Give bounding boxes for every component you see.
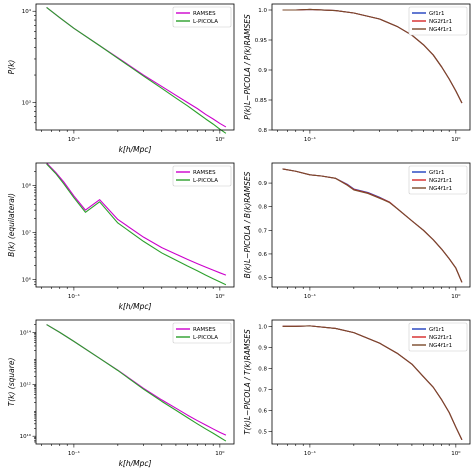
y-tick-label: 0.7: [258, 228, 267, 234]
legend-label: NG4f1r1: [429, 343, 452, 349]
legend: RAMSES L-PICOLA: [172, 322, 232, 344]
y-axis-label: P(k): [7, 60, 16, 75]
chart-bk_ratio: 10⁻¹ 10⁰ 0.5 0.6 0.7 0.8 0.9 Gf1r1 NG2f1r1 NG4f1r…: [243, 162, 471, 300]
y-tick-label: 0.95: [255, 38, 268, 44]
y-tick-label: 10¹⁴: [20, 329, 32, 336]
legend-label: RAMSES: [193, 11, 216, 17]
x-tick-label: 10⁰: [215, 136, 225, 143]
x-tick-label: 10⁰: [451, 450, 461, 457]
y-tick-label: 0.5: [258, 276, 267, 282]
y-tick-label: 1.0: [258, 8, 267, 14]
series-line-l-picola: [46, 7, 227, 134]
chart-tk: 10⁻¹ 10⁰ 10¹⁰ 10¹² 10¹⁴ RAMSES L-PICOLA k[h/Mpc…: [7, 319, 235, 468]
legend-box: [172, 165, 232, 187]
legend-label: RAMSES: [193, 170, 216, 176]
x-axis-label: k[h/Mpc]: [119, 302, 152, 311]
series-line-ng4f1r1: [282, 168, 463, 283]
y-tick-label: 0.8: [258, 366, 267, 372]
y-tick-label: 0.8: [258, 128, 267, 134]
legend-label: NG4f1r1: [429, 27, 452, 33]
legend-label: NG2f1r1: [429, 19, 452, 25]
legend-box: [408, 322, 468, 352]
chart-pk: 10⁻¹ 10⁰ 10³ 10⁴ RAMSES L-PICOLA k[h/Mpc] P(k): [7, 3, 235, 154]
series-line-ng4f1r1: [282, 8, 463, 104]
chart-bk: 10⁻¹ 10⁰ 10⁶ 10⁷ 10⁸ RAMSES L-PICOLA k[h/Mpc] B(…: [7, 162, 235, 311]
x-axis-label: k[h/Mpc]: [119, 145, 152, 154]
series-line-ng4f1r1: [282, 325, 463, 441]
x-tick-label: 10⁻¹: [304, 136, 316, 143]
y-tick-label: 10⁷: [22, 230, 31, 237]
y-axis-label: P(k)L−PICOLA / P(k)RAMSES: [243, 14, 252, 120]
legend-box: [172, 322, 232, 344]
y-tick-label: 0.85: [255, 98, 268, 104]
plot-frame: [271, 319, 471, 445]
x-tick-label: 10⁰: [451, 136, 461, 143]
legend: Gf1r1 NG2f1r1 NG4f1r1: [408, 322, 468, 352]
y-tick-label: 0.9: [258, 68, 267, 74]
legend-label: L-PICOLA: [193, 335, 218, 341]
plot-frame: [35, 319, 235, 445]
y-tick-label: 0.9: [258, 181, 267, 187]
legend-label: Gf1r1: [429, 327, 444, 333]
y-tick-label: 0.9: [258, 345, 267, 351]
y-tick-label: 10⁶: [22, 277, 32, 284]
y-tick-label: 1.0: [258, 324, 267, 330]
legend: RAMSES L-PICOLA: [172, 6, 232, 28]
y-axis-label: B(k) (equilateral): [7, 193, 16, 257]
chart-tk_ratio: 10⁻¹ 10⁰ 0.5 0.6 0.7 0.8 0.9 1.0 Gf1r1 NG2f1r1 NG4…: [243, 319, 471, 457]
x-tick-label: 10⁻¹: [304, 293, 316, 300]
legend-label: NG4f1r1: [429, 186, 452, 192]
y-tick-label: 0.7: [258, 387, 267, 393]
y-tick-label: 0.6: [258, 408, 267, 414]
series-line-l-picola: [46, 324, 227, 442]
y-axis-label: B(k)L−PICOLA / B(k)RAMSES: [243, 171, 252, 278]
legend-label: Gf1r1: [429, 11, 444, 17]
x-axis-label: k[h/Mpc]: [119, 459, 152, 468]
x-tick-label: 10⁰: [451, 293, 461, 300]
legend-label: Gf1r1: [429, 170, 444, 176]
x-tick-label: 10⁻¹: [68, 293, 80, 300]
legend-label: L-PICOLA: [193, 19, 218, 25]
legend-label: NG2f1r1: [429, 178, 452, 184]
legend: Gf1r1 NG2f1r1 NG4f1r1: [408, 6, 468, 36]
y-tick-label: 10³: [22, 100, 31, 107]
x-tick-label: 10⁻¹: [68, 136, 80, 143]
legend: Gf1r1 NG2f1r1 NG4f1r1: [408, 165, 468, 195]
x-tick-label: 10⁰: [215, 293, 225, 300]
legend-label: L-PICOLA: [193, 178, 218, 184]
plot-frame: [271, 3, 471, 131]
y-tick-label: 10¹²: [20, 381, 31, 388]
plot-frame: [35, 162, 235, 288]
legend-box: [172, 6, 232, 28]
x-tick-label: 10⁻¹: [304, 450, 316, 457]
y-tick-label: 0.8: [258, 205, 267, 211]
chart-pk_ratio: 10⁻¹ 10⁰ 0.8 0.85 0.9 0.95 1.0 Gf1r1 NG2f1r1 NG4f…: [243, 3, 471, 143]
plot-frame: [35, 3, 235, 131]
x-tick-label: 10⁰: [215, 450, 225, 457]
y-tick-label: 0.6: [258, 252, 267, 258]
plot-frame: [271, 162, 471, 288]
legend-label: RAMSES: [193, 327, 216, 333]
legend-box: [408, 165, 468, 195]
y-axis-label: T(k)L−PICOLA / T(k)RAMSES: [243, 329, 252, 435]
y-tick-label: 10⁴: [22, 8, 32, 15]
y-tick-label: 0.5: [258, 429, 267, 435]
x-tick-label: 10⁻¹: [68, 450, 80, 457]
y-axis-label: T(k) (square): [7, 358, 16, 407]
legend-label: NG2f1r1: [429, 335, 452, 341]
legend-box: [408, 6, 468, 36]
y-tick-label: 10⁸: [22, 182, 32, 189]
series-line-l-picola: [46, 163, 227, 286]
legend: RAMSES L-PICOLA: [172, 165, 232, 187]
y-tick-label: 10¹⁰: [20, 433, 32, 440]
series-line-ramses: [46, 162, 227, 276]
